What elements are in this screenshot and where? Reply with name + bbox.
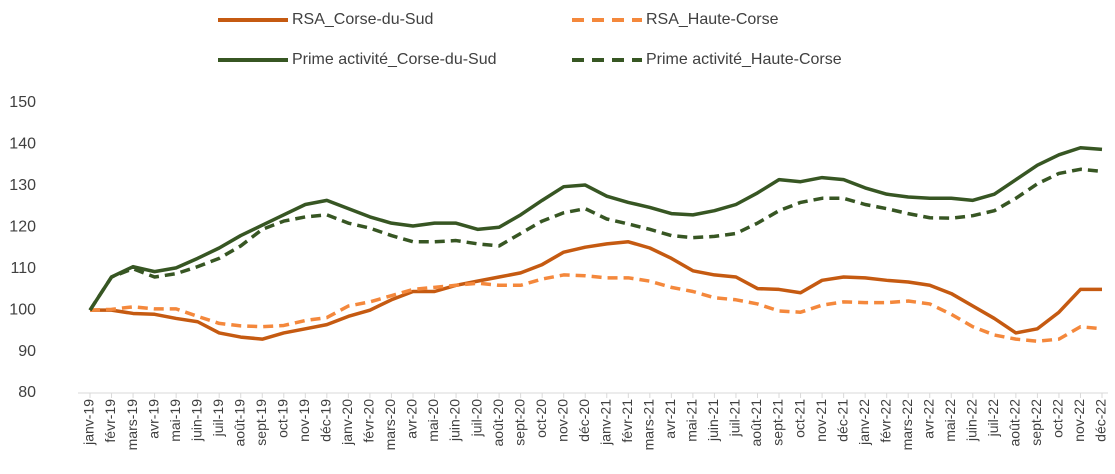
x-tick-label: oct-20	[533, 399, 549, 438]
x-tick-label: août-19	[231, 399, 247, 447]
x-tick-label: déc-22	[1093, 399, 1109, 442]
series-line	[89, 273, 1103, 343]
y-tick-label: 140	[9, 136, 36, 153]
x-tick-label: nov-20	[554, 399, 570, 442]
x-tick-label: oct-19	[274, 399, 290, 438]
x-tick-label: mars-21	[641, 399, 657, 451]
y-tick-label: 100	[9, 301, 36, 318]
x-tick-label: août-22	[1007, 399, 1023, 447]
y-tick-label: 120	[9, 219, 36, 236]
x-tick-label: janv-19	[81, 399, 97, 446]
y-tick-label: 80	[18, 384, 36, 401]
x-tick-label: juil-20	[468, 399, 484, 438]
x-tick-label: août-21	[748, 399, 764, 447]
x-tick-label: févr-19	[102, 399, 118, 443]
series-line	[90, 240, 1102, 341]
x-tick-label: nov-22	[1071, 399, 1087, 442]
legend-label: Prime activité_Corse-du-Sud	[292, 51, 497, 68]
series-line	[88, 167, 1103, 312]
x-tick-label: janv-20	[339, 399, 355, 446]
x-tick-label: janv-21	[597, 399, 613, 446]
x-tick-label: juil-21	[727, 399, 743, 438]
y-tick-label: 150	[9, 94, 36, 111]
x-tick-label: mars-20	[382, 399, 398, 451]
x-tick-label: avr-19	[145, 399, 161, 439]
x-tick-label: déc-20	[576, 399, 592, 442]
x-tick-label: déc-21	[834, 399, 850, 442]
x-tick-label: sept-20	[511, 399, 527, 446]
x-tick-label: sept-21	[770, 399, 786, 446]
x-tick-label: avr-20	[404, 399, 420, 439]
x-tick-label: déc-19	[318, 399, 334, 442]
x-tick-label: mai-22	[942, 399, 958, 442]
x-tick-label: avr-22	[920, 399, 936, 439]
x-tick-label: févr-22	[877, 399, 893, 443]
series-line	[88, 145, 1103, 312]
x-tick-label: mai-19	[167, 399, 183, 442]
x-tick-label: août-20	[490, 399, 506, 447]
x-tick-label: oct-21	[791, 399, 807, 438]
x-tick-label: nov-19	[296, 399, 312, 442]
x-tick-label: juil-19	[210, 399, 226, 438]
x-tick-label: sept-22	[1028, 399, 1044, 446]
y-tick-label: 110	[10, 260, 36, 277]
y-tick-label: 130	[9, 177, 36, 194]
legend-label: RSA_Haute-Corse	[646, 11, 779, 28]
x-tick-label: févr-21	[619, 399, 635, 443]
x-tick-label: nov-21	[813, 399, 829, 442]
legend-label: RSA_Corse-du-Sud	[292, 11, 433, 28]
x-tick-label: mars-19	[124, 399, 140, 451]
x-tick-label: mars-22	[899, 399, 915, 451]
legend-label: Prime activité_Haute-Corse	[646, 51, 842, 68]
x-tick-label: juin-22	[964, 399, 980, 442]
y-tick-label: 90	[18, 343, 36, 360]
x-tick-label: juin-19	[188, 399, 204, 442]
x-tick-label: sept-19	[253, 399, 269, 446]
x-tick-label: juin-20	[447, 399, 463, 442]
x-tick-label: oct-22	[1050, 399, 1066, 438]
x-tick-label: juil-22	[985, 399, 1001, 438]
x-tick-label: avr-21	[662, 399, 678, 439]
x-tick-label: févr-20	[361, 399, 377, 443]
x-tick-label: mai-21	[684, 399, 700, 442]
x-tick-label: juin-21	[705, 399, 721, 442]
x-tick-label: janv-22	[856, 399, 872, 446]
x-tick-label: mai-20	[425, 399, 441, 442]
